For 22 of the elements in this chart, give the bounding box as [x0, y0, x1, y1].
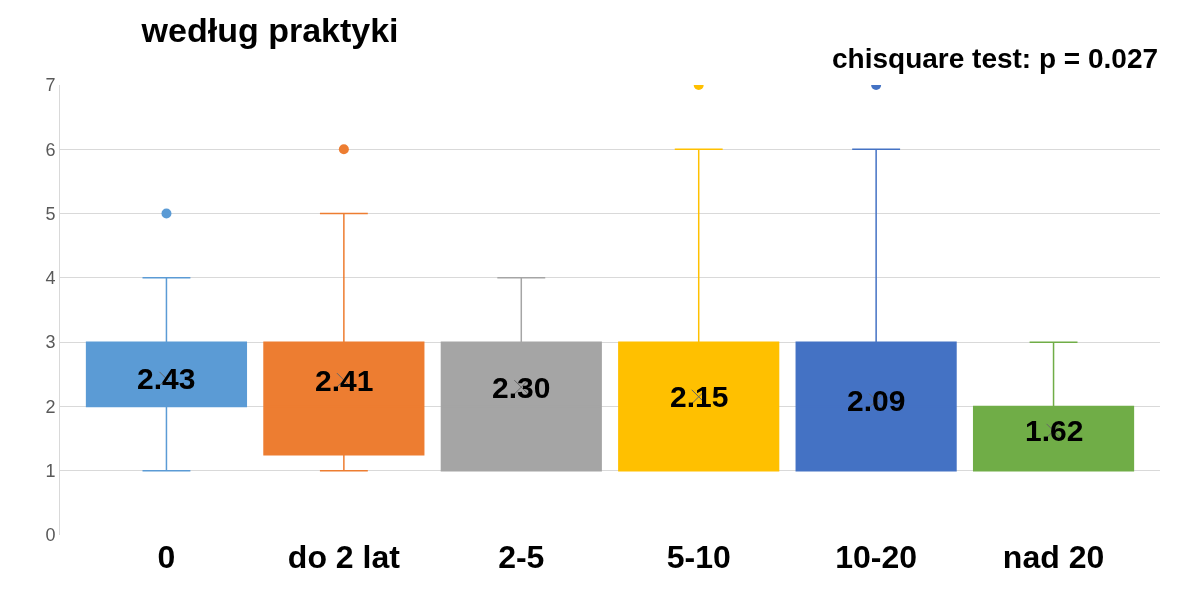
x-tick-label: do 2 lat [287, 539, 401, 575]
y-tick-label: 5 [45, 203, 56, 224]
y-tick-label: 0 [45, 525, 56, 546]
text: 1.62 [1025, 414, 1084, 447]
text: 2.43 [137, 362, 196, 395]
x-tick-label: nad 20 [1002, 539, 1105, 575]
text: 2.30 [492, 371, 551, 404]
y-tick-label: 7 [45, 75, 56, 96]
text: 2.41 [315, 364, 374, 397]
y-tick-label: 3 [45, 332, 56, 353]
text: 2.15 [670, 380, 729, 413]
text: 2.09 [847, 384, 906, 417]
chart-title: według praktyki [140, 10, 399, 49]
y-tick-label: 6 [45, 139, 56, 160]
x-tick-label: 2-5 [498, 539, 545, 575]
y-tick-label: 2 [45, 396, 56, 417]
x-tick-label: 5-10 [666, 539, 731, 575]
x-tick-label: 0 [157, 539, 176, 575]
y-tick-label: 4 [45, 268, 56, 289]
y-tick-label: 1 [45, 461, 56, 482]
x-tick-label: 10-20 [835, 539, 918, 575]
text: chisquare test: p = 0.027 [832, 43, 1159, 74]
